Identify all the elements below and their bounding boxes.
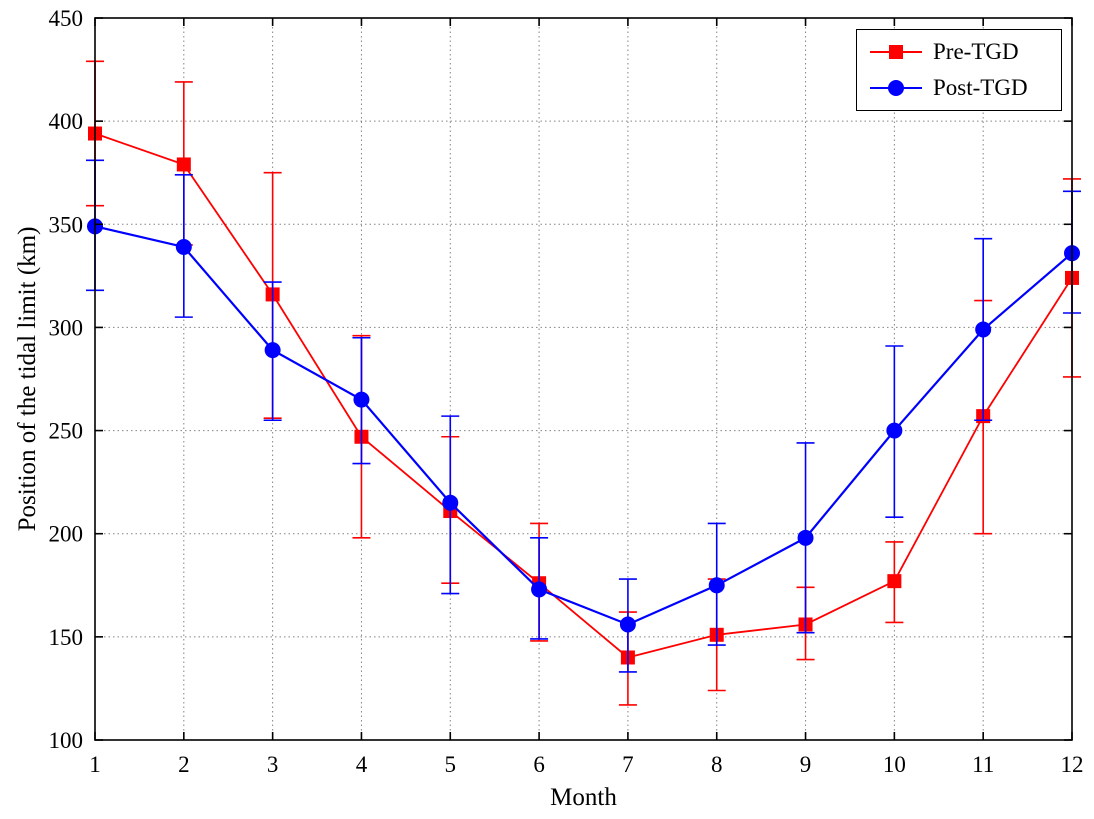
legend-entry-post-tgd: Post-TGD <box>857 75 1061 101</box>
circle-marker <box>353 391 370 408</box>
axes-box <box>94 17 1073 741</box>
x-tick-label: 11 <box>972 752 994 777</box>
y-tick-label: 350 <box>49 212 84 237</box>
legend-label-pre-tgd: Pre-TGD <box>933 39 1019 65</box>
series-post-tgd <box>86 159 1081 673</box>
x-tick-label: 10 <box>883 752 906 777</box>
y-tick-label: 150 <box>49 625 84 650</box>
x-tick-label: 2 <box>178 752 190 777</box>
circle-marker <box>264 342 281 359</box>
x-tick-label: 7 <box>622 752 634 777</box>
y-axis-label: Position of the tidal limit (km) <box>14 226 41 532</box>
x-tick-label: 8 <box>711 752 723 777</box>
y-tick-label: 250 <box>49 419 84 444</box>
circle-marker <box>886 422 903 439</box>
x-axis-label: Month <box>550 784 617 811</box>
circle-marker-icon <box>888 79 904 96</box>
x-tick-label: 9 <box>800 752 812 777</box>
post-tgd-legend-sample-icon <box>870 79 922 96</box>
y-tick-label: 300 <box>49 315 84 340</box>
square-marker-icon <box>889 45 903 60</box>
legend-label-post-tgd: Post-TGD <box>933 74 1028 100</box>
square-marker <box>887 574 902 589</box>
circle-marker <box>619 616 636 633</box>
x-tick-label: 6 <box>533 752 545 777</box>
y-tick-label: 400 <box>49 109 84 134</box>
series-line <box>94 132 1073 659</box>
circle-marker <box>531 581 548 598</box>
circle-marker <box>797 529 814 546</box>
y-tick-label: 450 <box>49 6 84 31</box>
x-tick-label: 4 <box>356 752 368 777</box>
x-tick-label: 12 <box>1061 752 1084 777</box>
square-marker <box>176 157 191 172</box>
circle-marker <box>708 577 725 594</box>
y-tick-label: 200 <box>49 522 84 547</box>
series-pre-tgd <box>86 60 1081 706</box>
x-tick-label: 1 <box>89 752 101 777</box>
circle-marker <box>975 321 992 338</box>
legend: Pre-TGD Post-TGD <box>856 29 1062 111</box>
x-tick-label: 5 <box>445 752 457 777</box>
x-tick-label: 3 <box>267 752 279 777</box>
pre-tgd-legend-sample-icon <box>870 45 922 60</box>
legend-entry-pre-tgd: Pre-TGD <box>857 39 1061 65</box>
series-line <box>94 225 1073 626</box>
circle-marker <box>175 238 192 255</box>
y-tick-label: 100 <box>49 728 84 753</box>
circle-marker <box>442 494 459 511</box>
